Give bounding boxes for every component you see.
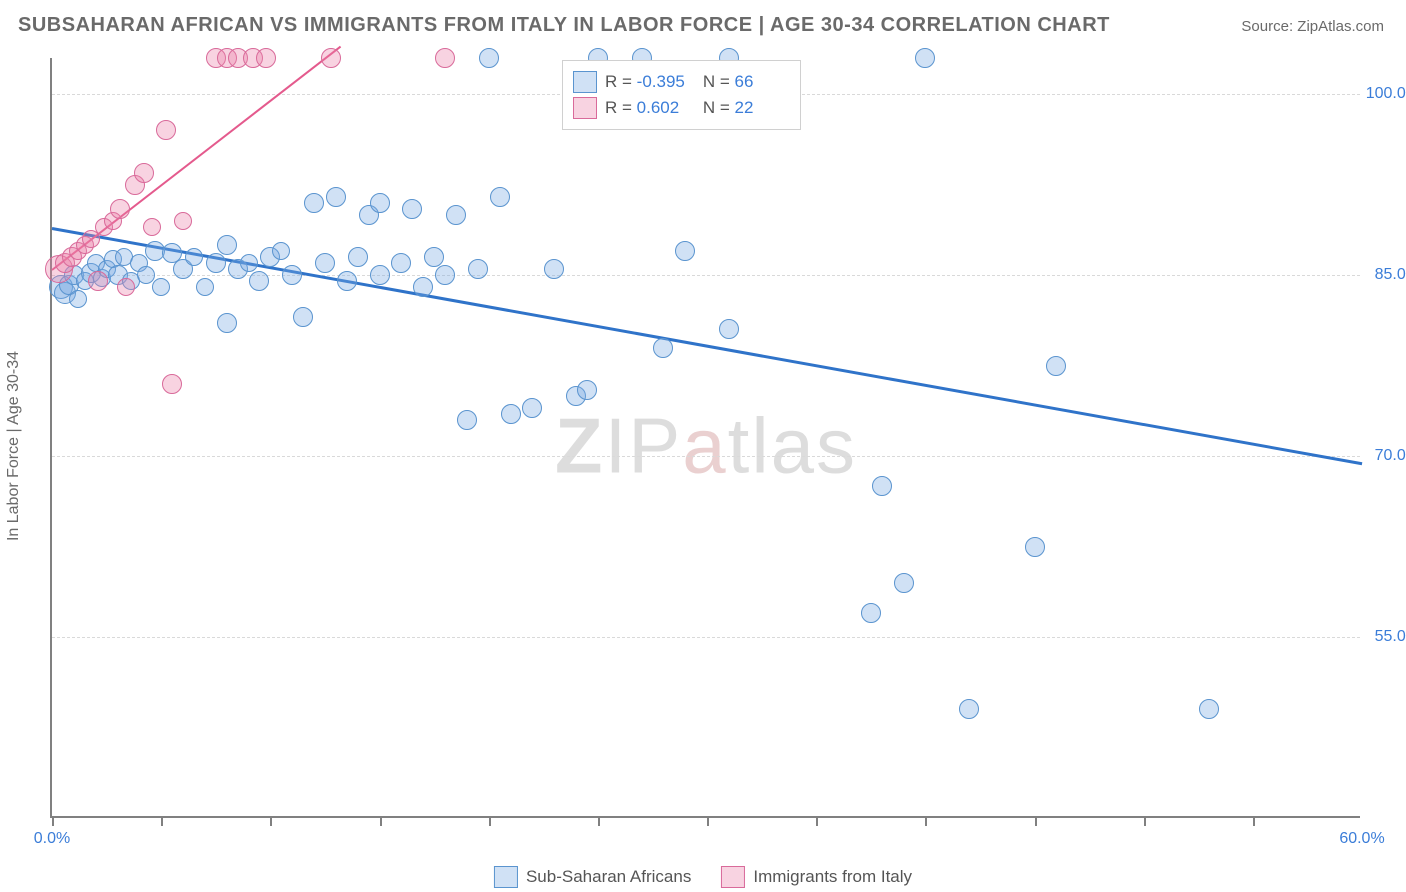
stats-legend: R = -0.395 N = 66 R = 0.602 N = 22 (562, 60, 801, 130)
point-subsaharan (293, 307, 313, 327)
legend-item-subsaharan: Sub-Saharan Africans (494, 866, 691, 888)
point-italy (174, 212, 192, 230)
x-tick (925, 816, 927, 826)
point-subsaharan (304, 193, 324, 213)
swatch-subsaharan (494, 866, 518, 888)
point-subsaharan (490, 187, 510, 207)
point-subsaharan (137, 266, 155, 284)
x-tick-label: 60.0% (1339, 830, 1384, 848)
point-subsaharan (337, 271, 357, 291)
point-italy (256, 48, 276, 68)
source-label: Source: (1241, 18, 1293, 35)
watermark: ZIPatlas (555, 401, 857, 492)
point-italy (156, 120, 176, 140)
point-subsaharan (217, 313, 237, 333)
x-tick (380, 816, 382, 826)
chart-title: SUBSAHARAN AFRICAN VS IMMIGRANTS FROM IT… (18, 14, 1110, 37)
x-tick (1253, 816, 1255, 826)
x-tick (1144, 816, 1146, 826)
point-subsaharan (315, 253, 335, 273)
source-value: ZipAtlas.com (1297, 18, 1384, 35)
x-tick (598, 816, 600, 826)
y-tick-label: 70.0% (1365, 447, 1406, 465)
point-subsaharan (457, 410, 477, 430)
point-subsaharan (348, 247, 368, 267)
swatch-italy (721, 866, 745, 888)
point-subsaharan (282, 265, 302, 285)
point-subsaharan (326, 187, 346, 207)
point-subsaharan (1046, 356, 1066, 376)
point-subsaharan (196, 278, 214, 296)
stats-legend-row-italy: R = 0.602 N = 22 (573, 97, 786, 119)
point-subsaharan (69, 290, 87, 308)
point-subsaharan (544, 259, 564, 279)
chart-container: SUBSAHARAN AFRICAN VS IMMIGRANTS FROM IT… (0, 0, 1406, 892)
swatch-italy (573, 97, 597, 119)
y-tick-label: 85.0% (1365, 266, 1406, 284)
x-tick (707, 816, 709, 826)
point-subsaharan (1199, 699, 1219, 719)
point-subsaharan (152, 278, 170, 296)
point-subsaharan (249, 271, 269, 291)
plot-area: ZIPatlas 100.0%85.0%70.0%55.0%0.0%60.0%R… (50, 58, 1360, 818)
x-tick-label: 0.0% (34, 830, 70, 848)
point-italy (110, 199, 130, 219)
stats-legend-row-subsaharan: R = -0.395 N = 66 (573, 71, 786, 93)
point-subsaharan (872, 476, 892, 496)
point-italy (134, 163, 154, 183)
x-tick (52, 816, 54, 826)
x-tick (270, 816, 272, 826)
bottom-legend: Sub-Saharan Africans Immigrants from Ital… (494, 866, 912, 888)
point-subsaharan (272, 242, 290, 260)
point-subsaharan (424, 247, 444, 267)
legend-label-italy: Immigrants from Italy (753, 867, 912, 887)
gridline-h (52, 275, 1360, 276)
point-italy (88, 271, 108, 291)
gridline-h (52, 637, 1360, 638)
y-tick-label: 100.0% (1365, 85, 1406, 103)
point-italy (321, 48, 341, 68)
point-italy (117, 278, 135, 296)
point-subsaharan (479, 48, 499, 68)
point-subsaharan (959, 699, 979, 719)
point-subsaharan (413, 277, 433, 297)
point-subsaharan (185, 248, 203, 266)
point-subsaharan (435, 265, 455, 285)
point-subsaharan (446, 205, 466, 225)
point-subsaharan (206, 253, 226, 273)
legend-item-italy: Immigrants from Italy (721, 866, 912, 888)
point-subsaharan (391, 253, 411, 273)
point-subsaharan (719, 319, 739, 339)
point-italy (143, 218, 161, 236)
x-tick (489, 816, 491, 826)
point-subsaharan (402, 199, 422, 219)
swatch-subsaharan (573, 71, 597, 93)
point-subsaharan (1025, 537, 1045, 557)
point-subsaharan (217, 235, 237, 255)
x-tick (1035, 816, 1037, 826)
y-tick-label: 55.0% (1365, 628, 1406, 646)
point-subsaharan (501, 404, 521, 424)
point-subsaharan (468, 259, 488, 279)
point-subsaharan (240, 254, 258, 272)
point-italy (162, 374, 182, 394)
x-tick (161, 816, 163, 826)
point-subsaharan (653, 338, 673, 358)
point-subsaharan (370, 193, 390, 213)
point-subsaharan (522, 398, 542, 418)
point-subsaharan (675, 241, 695, 261)
legend-label-subsaharan: Sub-Saharan Africans (526, 867, 691, 887)
gridline-h (52, 456, 1360, 457)
point-subsaharan (577, 380, 597, 400)
y-axis-label: In Labor Force | Age 30-34 (5, 351, 23, 541)
point-subsaharan (861, 603, 881, 623)
x-tick (816, 816, 818, 826)
point-italy (435, 48, 455, 68)
point-subsaharan (915, 48, 935, 68)
source-attribution: Source: ZipAtlas.com (1241, 18, 1384, 35)
point-subsaharan (894, 573, 914, 593)
point-subsaharan (370, 265, 390, 285)
